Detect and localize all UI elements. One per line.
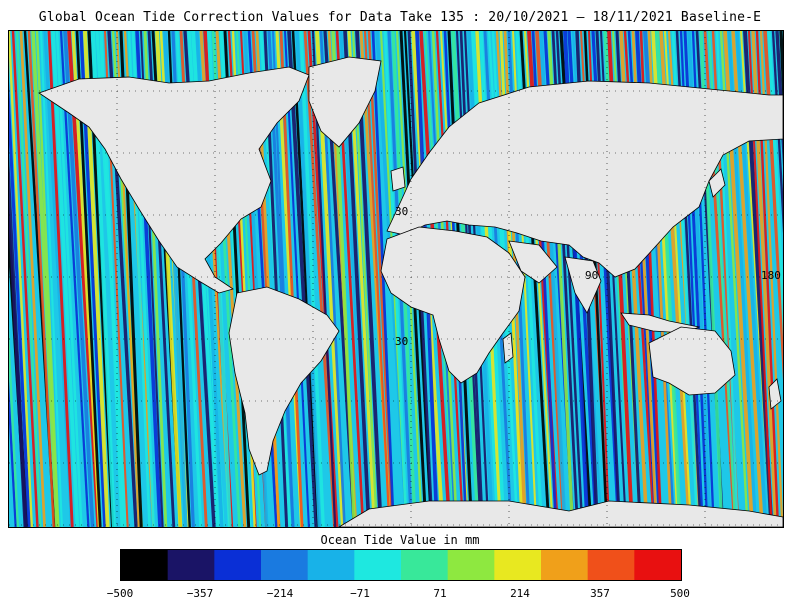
- tide-track: [51, 31, 80, 527]
- north-america: [38, 66, 310, 294]
- colorbar-segment: [447, 550, 495, 580]
- tide-track: [299, 31, 325, 527]
- tide-track: [27, 31, 55, 527]
- tide-track: [283, 31, 310, 527]
- tide-track: [11, 31, 39, 527]
- india: [564, 256, 602, 314]
- tide-track: [35, 31, 60, 527]
- colorbar: [120, 549, 682, 581]
- colorbar-title: Ocean Tide Value in mm: [320, 533, 480, 547]
- land-masses: [38, 56, 783, 527]
- greenland: [308, 56, 382, 148]
- tide-track: [31, 31, 59, 527]
- colorbar-tick-label: −214: [266, 587, 294, 600]
- tide-map: 30 90 30 180: [8, 30, 784, 528]
- colorbar-tick-label: −71: [350, 587, 370, 600]
- tide-track: [367, 31, 394, 527]
- colorbar-segment: [634, 550, 681, 580]
- colorbar-segment: [587, 550, 635, 580]
- tide-track: [39, 31, 63, 527]
- japan: [708, 168, 726, 198]
- colorbar-segment: [401, 550, 449, 580]
- grid-label-180: 180: [761, 269, 781, 282]
- colorbar-segment: [354, 550, 402, 580]
- africa: [380, 226, 526, 384]
- tide-track: [295, 31, 322, 527]
- australia: [648, 326, 736, 396]
- tide-track: [371, 31, 395, 527]
- grid-label-30n: 30: [395, 205, 408, 218]
- colorbar-segment: [121, 550, 169, 580]
- colorbar-tick-label: 500: [670, 587, 690, 600]
- grid-label-30s: 30: [395, 335, 408, 348]
- map-title: Global Ocean Tide Correction Values for …: [38, 10, 762, 25]
- colorbar-segment: [214, 550, 262, 580]
- tide-track: [9, 81, 31, 527]
- tide-track: [15, 31, 42, 527]
- colorbar-tick-label: 71: [433, 587, 447, 600]
- new-zealand: [768, 378, 782, 410]
- tide-track: [19, 31, 46, 527]
- antarctica: [338, 500, 783, 527]
- tide-track: [9, 31, 33, 527]
- colorbar-tick-label: −357: [186, 587, 214, 600]
- tide-track: [9, 380, 17, 527]
- tide-track: [59, 31, 90, 527]
- madagascar: [502, 332, 514, 364]
- colorbar-segment: [261, 550, 309, 580]
- eurasia: [386, 80, 783, 278]
- tide-track: [363, 31, 391, 527]
- tide-track: [55, 31, 83, 527]
- colorbar-segment: [541, 550, 589, 580]
- arabia: [508, 240, 558, 284]
- colorbar-segment: [167, 550, 215, 580]
- tide-track: [9, 326, 20, 527]
- british-isles: [390, 166, 406, 192]
- colorbar-tick-label: 214: [510, 587, 530, 600]
- colorbar-segment: [494, 550, 542, 580]
- tide-track: [9, 153, 28, 527]
- tide-track: [287, 31, 319, 527]
- tide-track: [303, 31, 336, 527]
- colorbar-segment: [307, 550, 355, 580]
- colorbar-tick-label: 357: [590, 587, 610, 600]
- tide-track: [47, 31, 74, 527]
- colorbar-tick-label: −500: [106, 587, 134, 600]
- grid-label-90e: 90: [585, 269, 598, 282]
